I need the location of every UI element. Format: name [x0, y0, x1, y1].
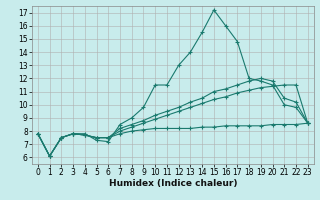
X-axis label: Humidex (Indice chaleur): Humidex (Indice chaleur)	[108, 179, 237, 188]
